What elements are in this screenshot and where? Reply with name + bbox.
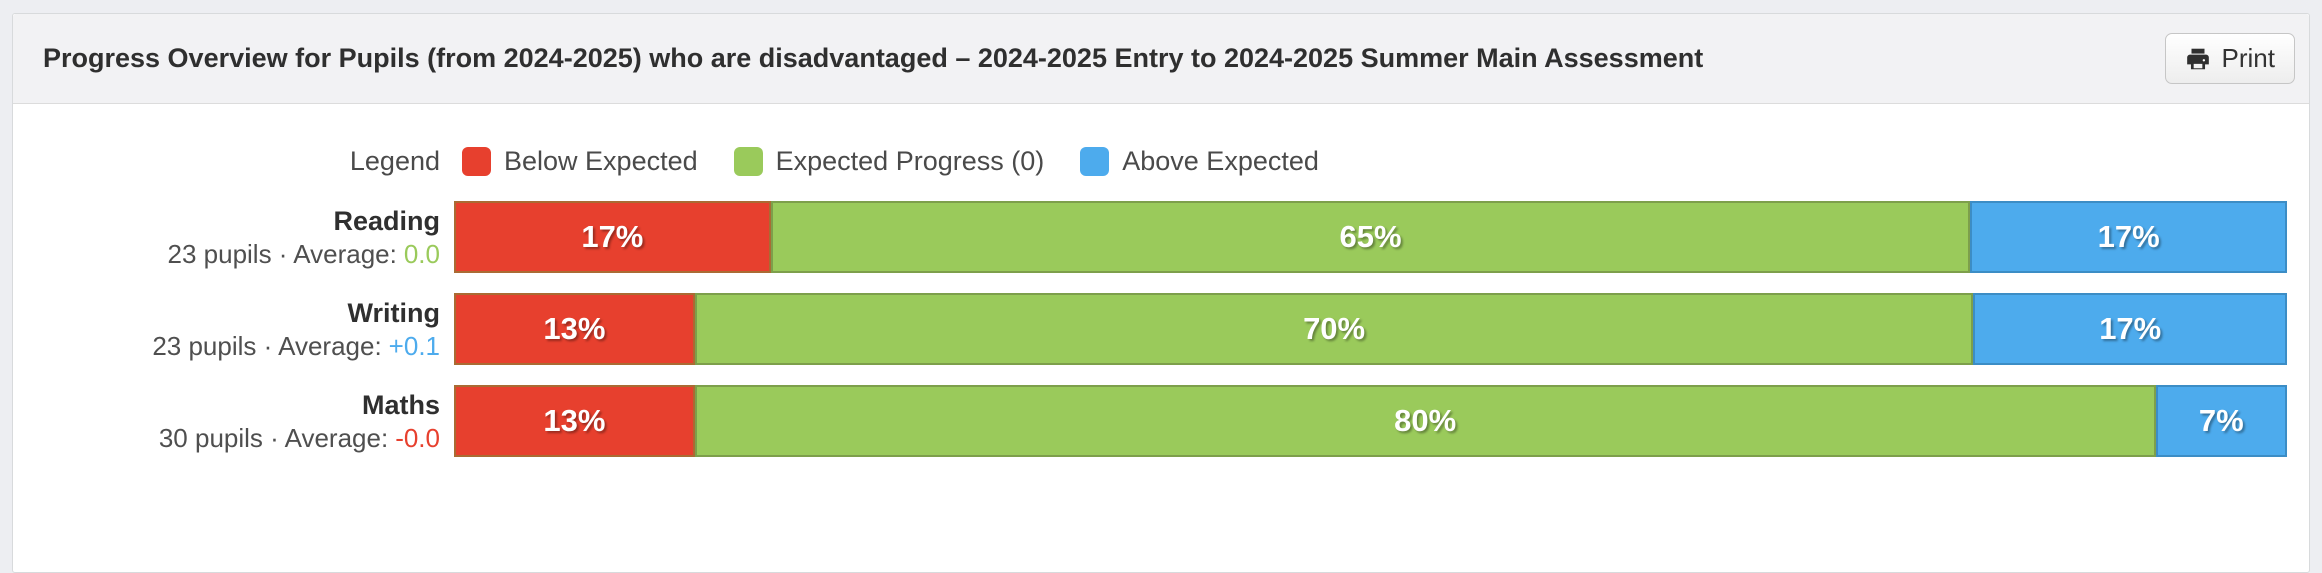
- legend-item-label: Below Expected: [504, 146, 698, 176]
- bar-segment-above-expected[interactable]: 17%: [1970, 201, 2288, 273]
- pupils-count-text: 30 pupils · Average:: [158, 422, 389, 453]
- printer-icon: [2185, 46, 2211, 72]
- above-expected-swatch-icon: [1080, 147, 1110, 176]
- average-value: +0.1: [388, 330, 440, 361]
- bar-segment-below-expected[interactable]: 13%: [454, 293, 695, 365]
- subject-label: Maths: [361, 389, 440, 420]
- pupils-average-label: 23 pupils · Average: 0.0: [13, 238, 441, 271]
- panel-header: Progress Overview for Pupils (from 2024-…: [13, 14, 2309, 104]
- legend: Legend Below Expected Expected Progress (…: [13, 146, 2287, 177]
- progress-row-reading: Reading 23 pupils · Average: 0.0 17% 65% 17%: [13, 201, 2288, 273]
- bar-segment-above-expected[interactable]: 17%: [1973, 293, 2287, 365]
- print-button-label: Print: [2221, 43, 2275, 73]
- legend-items: Below Expected Expected Progress (0) Above…: [454, 146, 1319, 177]
- bar-segment-below-expected[interactable]: 13%: [454, 385, 695, 457]
- panel-body: Legend Below Expected Expected Progress (…: [13, 104, 2309, 457]
- progress-bar-writing: 13% 70% 17%: [454, 293, 2287, 365]
- legend-item-below-expected: Below Expected: [462, 146, 698, 177]
- legend-label: Legend: [349, 146, 440, 176]
- legend-item-above-expected: Above Expected: [1080, 146, 1319, 177]
- bar-segment-expected-progress[interactable]: 80%: [694, 385, 2156, 457]
- legend-item-label: Expected Progress (0): [775, 146, 1045, 176]
- pupils-average-label: 23 pupils · Average: +0.1: [13, 330, 440, 363]
- expected-progress-swatch-icon: [733, 147, 763, 176]
- bar-segment-below-expected[interactable]: 17%: [454, 201, 771, 273]
- progress-bar-maths: 13% 80% 7%: [454, 385, 2287, 457]
- subject-label: Writing: [347, 297, 440, 328]
- pupils-average-label: 30 pupils · Average: -0.0: [13, 422, 440, 455]
- print-button[interactable]: Print: [2164, 33, 2295, 84]
- average-value: 0.0: [403, 238, 440, 269]
- legend-item-expected-progress: Expected Progress (0): [733, 146, 1045, 177]
- row-label-block: Reading 23 pupils · Average: 0.0: [13, 204, 454, 271]
- progress-row-maths: Maths 30 pupils · Average: -0.0 13% 80% 7%: [13, 385, 2287, 457]
- pupils-count-text: 23 pupils · Average:: [167, 238, 397, 269]
- average-value: -0.0: [395, 422, 440, 453]
- subject-label: Reading: [333, 205, 440, 236]
- pupils-count-text: 23 pupils · Average:: [152, 330, 382, 361]
- legend-item-label: Above Expected: [1122, 146, 1319, 176]
- bar-segment-expected-progress[interactable]: 65%: [770, 201, 1971, 273]
- progress-overview-panel: Progress Overview for Pupils (from 2024-…: [12, 13, 2310, 573]
- below-expected-swatch-icon: [462, 147, 491, 176]
- row-label-block: Maths 30 pupils · Average: -0.0: [13, 388, 454, 455]
- page-title: Progress Overview for Pupils (from 2024-…: [43, 43, 1704, 73]
- progress-bar-reading: 17% 65% 17%: [454, 201, 2288, 273]
- progress-rows: Reading 23 pupils · Average: 0.0 17% 65% 17% W…: [13, 201, 2288, 457]
- bar-segment-expected-progress[interactable]: 70%: [694, 293, 1974, 365]
- bar-segment-above-expected[interactable]: 7%: [2155, 385, 2287, 457]
- row-label-block: Writing 23 pupils · Average: +0.1: [13, 296, 454, 363]
- progress-row-writing: Writing 23 pupils · Average: +0.1 13% 70% 17%: [13, 293, 2287, 365]
